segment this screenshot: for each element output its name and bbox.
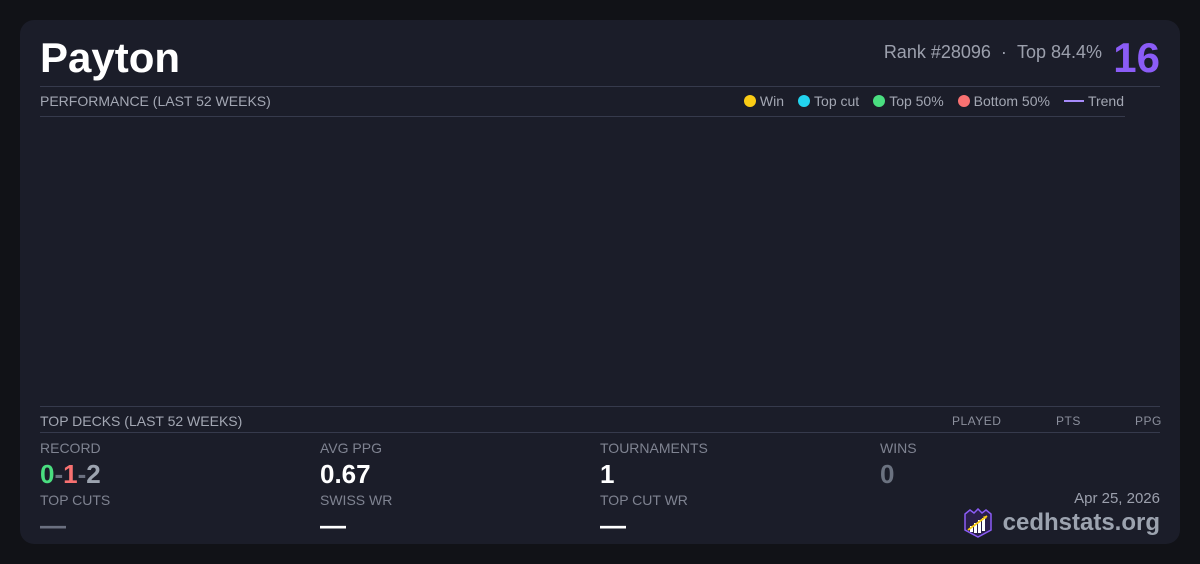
rank-info: Rank #28096 · Top 84.4% (884, 42, 1102, 63)
record-label: RECORD (40, 440, 101, 456)
column-played: PLAYED (952, 414, 1002, 428)
swiss-wr-value: — (320, 510, 346, 540)
player-name: Payton (40, 34, 181, 81)
legend-top-50: Top 50% (873, 93, 944, 109)
performance-title: PERFORMANCE (LAST 52 WEEKS) (40, 93, 271, 109)
legend-label: Win (759, 93, 785, 109)
top-cut-wr-value: — (600, 510, 626, 540)
wins-label: WINS (880, 440, 917, 456)
record-draws: 2 (86, 459, 101, 489)
legend-label: Trend (1087, 93, 1124, 109)
legend-label: Bottom 50% (973, 93, 1050, 109)
legend-bottom-50: Bottom 50% (957, 93, 1050, 109)
separator: · (1000, 42, 1007, 62)
avg-ppg-label: AVG PPG (320, 440, 382, 456)
tournaments-value: 1 (600, 459, 615, 489)
wins-value: 0 (880, 459, 895, 489)
top-cuts-label: TOP CUTS (40, 492, 111, 508)
performance-chart-area (40, 117, 1125, 405)
top-cut-dot-icon (798, 95, 811, 107)
legend-label: Top 50% (889, 93, 944, 109)
bottom-50-dot-icon (957, 95, 970, 107)
top-cut-wr-label: TOP CUT WR (600, 492, 688, 508)
divider (40, 86, 1160, 87)
rank: Rank #28096 (883, 42, 991, 62)
column-ppg: PPG (1135, 414, 1162, 428)
brand: cedhstats.org (963, 508, 1160, 538)
record-sep: - (54, 459, 64, 489)
win-dot-icon (743, 95, 756, 107)
record-wins: 0 (40, 459, 55, 489)
divider (40, 116, 1125, 117)
brand-name: cedhstats.org (1002, 509, 1160, 536)
top-cuts-value: — (40, 510, 66, 540)
divider (40, 406, 1160, 407)
avg-ppg-value: 0.67 (320, 459, 371, 489)
legend-trend: Trend (1063, 93, 1124, 109)
top-percent: Top 84.4% (1016, 42, 1102, 62)
trend-line-icon (1063, 100, 1084, 102)
tournaments-label: TOURNAMENTS (600, 440, 708, 456)
top-decks-title: TOP DECKS (LAST 52 WEEKS) (40, 413, 243, 429)
player-number: 16 (1113, 34, 1160, 81)
chart-legend: Win Top cut Top 50% Bottom 50% Trend (743, 93, 1124, 109)
swiss-wr-label: SWISS WR (320, 492, 393, 508)
record-value: 0-1-2 (40, 459, 101, 490)
divider (40, 432, 1160, 433)
legend-top-cut: Top cut (798, 93, 859, 109)
crown-chart-icon (963, 508, 992, 538)
date: Apr 25, 2026 (1074, 490, 1160, 507)
legend-label: Top cut (814, 93, 860, 109)
legend-win: Win (743, 93, 785, 109)
record-sep: - (77, 459, 87, 489)
top-50-dot-icon (873, 95, 886, 107)
record-losses: 1 (63, 459, 78, 489)
player-card: Payton Rank #28096 · Top 84.4% 16 PERFOR… (20, 20, 1180, 544)
column-pts: PTS (1056, 414, 1081, 428)
